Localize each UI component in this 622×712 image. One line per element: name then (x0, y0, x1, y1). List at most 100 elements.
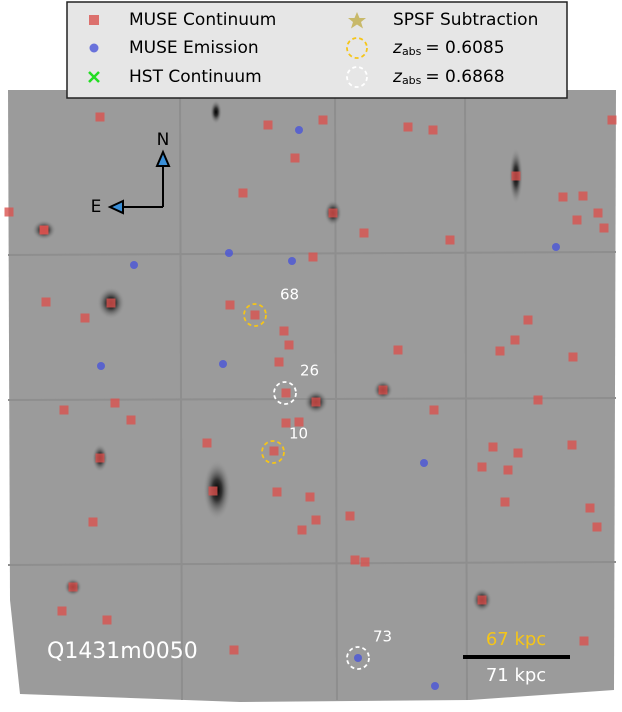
legend-label: HST Continuum (129, 67, 262, 87)
continuum-marker (328, 208, 338, 218)
continuum-marker (279, 326, 289, 336)
continuum-marker (513, 448, 523, 458)
continuum-marker (558, 192, 568, 202)
compass (107, 149, 171, 215)
continuum-marker (311, 515, 321, 525)
continuum-marker (511, 171, 521, 181)
legend-square (89, 15, 99, 25)
continuum-marker (495, 346, 505, 356)
continuum-marker (445, 235, 455, 245)
continuum-marker (477, 462, 487, 472)
continuum-marker (106, 298, 116, 308)
continuum-marker (41, 297, 51, 307)
continuum-marker (593, 208, 603, 218)
z-sub: abs (402, 74, 422, 87)
emission-marker (552, 243, 560, 251)
absorber-ring (261, 440, 285, 464)
continuum-marker (378, 385, 388, 395)
emission-marker (219, 360, 227, 368)
continuum-marker (607, 115, 617, 125)
continuum-marker (68, 582, 78, 592)
continuum-marker (429, 405, 439, 415)
continuum-marker (592, 522, 602, 532)
emission-marker (97, 362, 105, 370)
absorber-ring (273, 381, 297, 405)
emission-marker (431, 682, 439, 690)
scale-top: 67 kpc (486, 629, 546, 650)
legend-ring (346, 66, 368, 88)
continuum-marker (345, 511, 355, 521)
continuum-marker (95, 453, 105, 463)
emission-marker (225, 249, 233, 257)
continuum-marker (208, 486, 218, 496)
continuum-marker (585, 503, 595, 513)
legend-cross (88, 71, 100, 83)
continuum-marker (263, 120, 273, 130)
legend-label: zabs = 0.6085 (392, 38, 505, 58)
north-label: N (157, 130, 170, 150)
legend: MUSE Continuum MUSE Emission HST Continu… (66, 1, 568, 99)
continuum-marker (359, 228, 369, 238)
scale-bottom: 71 kpc (486, 665, 546, 686)
legend-label: zabs = 0.6868 (392, 67, 505, 87)
continuum-marker (318, 115, 328, 125)
continuum-marker (229, 645, 239, 655)
continuum-marker (57, 606, 67, 616)
object-label: 10 (289, 425, 308, 443)
legend-circle (89, 43, 99, 53)
emission-marker (354, 654, 362, 662)
emission-marker (288, 257, 296, 265)
legend-ring (346, 37, 368, 59)
legend-label: SPSF Subtraction (393, 10, 538, 30)
continuum-marker (305, 492, 315, 502)
continuum-marker (297, 525, 307, 535)
continuum-marker (80, 313, 90, 323)
continuum-marker (360, 557, 370, 567)
legend-label: MUSE Emission (129, 38, 259, 58)
absorber-ring (243, 303, 267, 327)
continuum-marker (4, 207, 14, 217)
object-label: 73 (373, 628, 392, 646)
continuum-marker (102, 615, 112, 625)
z-var: z (392, 67, 403, 87)
legend-box (66, 1, 568, 99)
east-label: E (91, 197, 102, 217)
legend-star (348, 12, 366, 29)
continuum-marker (568, 352, 578, 362)
continuum-marker (272, 487, 282, 497)
continuum-marker (225, 300, 235, 310)
object-label: 26 (300, 362, 319, 380)
galaxy (210, 100, 222, 124)
continuum-marker (59, 405, 69, 415)
continuum-marker (95, 112, 105, 122)
continuum-marker (202, 438, 212, 448)
continuum-marker (500, 497, 510, 507)
continuum-marker (110, 398, 120, 408)
continuum-marker (290, 153, 300, 163)
continuum-marker (350, 555, 360, 565)
continuum-marker (572, 215, 582, 225)
continuum-marker (281, 418, 291, 428)
emission-marker (420, 459, 428, 467)
absorber-ring (346, 646, 370, 670)
continuum-marker (510, 335, 520, 345)
emission-marker (295, 126, 303, 134)
continuum-marker (238, 188, 248, 198)
continuum-marker (39, 225, 49, 235)
legend-label: MUSE Continuum (129, 10, 276, 30)
continuum-marker (579, 636, 589, 646)
continuum-marker (403, 122, 413, 132)
continuum-marker (281, 388, 291, 398)
emission-marker (130, 261, 138, 269)
field-name: Q1431m0050 (47, 639, 198, 664)
continuum-marker (578, 191, 588, 201)
object-label: 68 (280, 286, 299, 304)
z-sub: abs (402, 45, 422, 58)
continuum-marker (274, 357, 284, 367)
continuum-marker (250, 310, 260, 320)
markers (4, 112, 617, 690)
continuum-marker (488, 442, 498, 452)
continuum-marker (503, 465, 513, 475)
z-value: = 0.6085 (425, 38, 504, 58)
